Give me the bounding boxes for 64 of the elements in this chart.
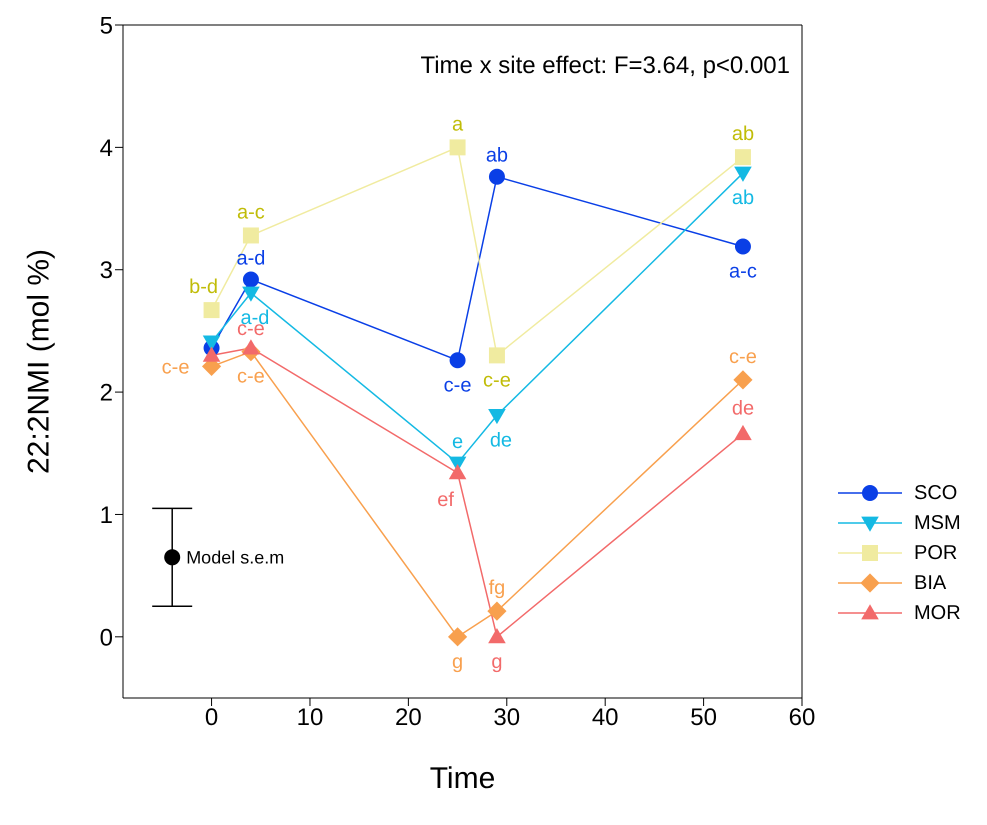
x-axis-title: Time [430,762,496,795]
point [487,602,507,621]
data-label: c-e [483,369,511,392]
data-label: fg [488,577,506,600]
point [450,352,466,368]
y-tick-label: 5 [100,12,113,40]
y-tick-label: 4 [100,134,113,162]
data-label: b-d [189,276,218,298]
data-label: a-c [237,201,265,224]
point [202,336,220,351]
data-label: ef [437,488,454,511]
x-tick-label: 60 [788,704,816,732]
point [448,627,468,646]
annotation: Time x site effect: F=3.64, p<0.001 [420,52,790,80]
legend-label: MOR [914,601,961,626]
point [488,168,505,185]
point [488,347,505,364]
data-label: g [491,650,503,673]
y-axis-title: 22:2NMI (mol %) [22,248,56,474]
y-tick-label: 1 [100,502,113,529]
data-label: g [452,650,464,673]
y-tick-label: 2 [100,380,113,407]
point [734,238,751,254]
legend-label: BIA [914,571,946,596]
point [734,149,751,166]
legend-label: MSM [914,511,961,536]
point [450,139,466,156]
point [734,166,752,182]
point [202,346,220,362]
data-label: a-d [236,248,266,270]
data-label: e [452,431,464,454]
point [448,464,466,480]
data-label: de [490,429,512,452]
point [488,628,506,644]
data-label: c-e [729,346,757,368]
point [734,424,752,440]
x-tick-label: 50 [690,704,717,732]
x-tick-label: 40 [592,704,619,732]
data-label: ab [732,187,754,210]
y-tick-label: 3 [100,257,113,284]
point [488,408,506,424]
point [242,339,260,354]
legend-label: POR [914,541,958,566]
y-tick-label: 0 [100,624,113,652]
point [204,302,220,318]
point [242,227,259,244]
data-label: a [452,113,464,136]
data-label: c-e [237,366,265,388]
legend-label: SCO [914,481,958,506]
x-tick-label: 0 [204,704,218,732]
data-label: ab [732,123,754,146]
x-tick-label: 20 [395,704,422,732]
series-label: Model s.e.m [186,548,284,568]
data-label: ab [486,144,508,167]
data-label: c-e [162,356,190,378]
point [242,286,260,302]
data-label: c-e [444,374,472,396]
point [242,272,259,288]
point [733,370,753,390]
data-label: de [732,398,754,420]
x-tick-label: 10 [296,704,324,732]
x-tick-label: 30 [493,704,520,732]
point [164,549,180,566]
data-label: a-c [729,260,757,282]
